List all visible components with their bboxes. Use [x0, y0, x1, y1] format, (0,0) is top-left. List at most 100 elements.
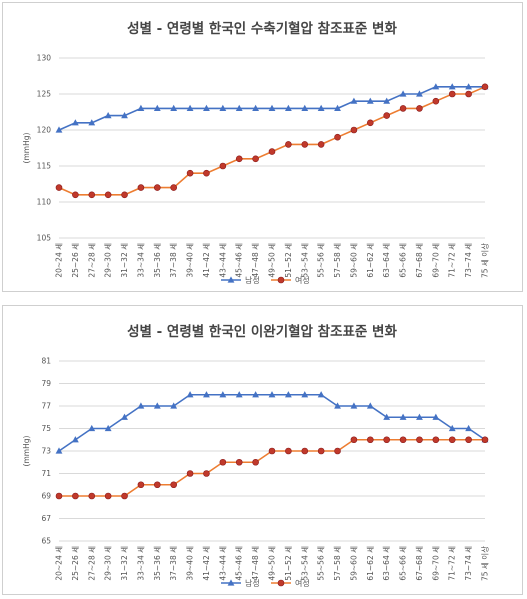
chart-title: 성별 - 연령별 한국인 수축기혈압 참조표준 변화	[127, 20, 397, 37]
data-point	[88, 492, 96, 500]
x-tick-label: 37~38 세	[169, 243, 178, 278]
x-tick-label: 61~62 세	[366, 546, 375, 581]
data-point	[350, 97, 358, 104]
data-point	[252, 458, 259, 466]
data-point	[448, 83, 456, 90]
y-tick-label: 65	[41, 537, 51, 546]
y-tick-label: 130	[37, 54, 52, 63]
data-point	[252, 155, 259, 163]
data-point	[432, 83, 440, 90]
data-point	[350, 126, 358, 134]
data-point	[219, 104, 227, 111]
series-0	[55, 391, 489, 454]
data-point	[154, 184, 161, 191]
data-point	[219, 458, 227, 466]
data-point	[448, 436, 456, 444]
data-point	[383, 436, 390, 444]
x-tick-label: 27~28 세	[87, 546, 96, 581]
data-point	[432, 436, 440, 444]
data-point	[284, 104, 292, 111]
data-point	[55, 184, 63, 191]
x-tick-label: 27~28 세	[87, 243, 96, 278]
y-tick-label: 73	[41, 447, 51, 456]
systolic-chart: 성별 - 연령별 한국인 수축기혈압 참조표준 변화 105 110 115 120 12…	[22, 20, 490, 285]
legend: 남성 여성	[221, 578, 310, 588]
x-tick-label: 20~24 세	[55, 546, 64, 581]
y-tick-label: 105	[37, 234, 52, 243]
y-tick-label: 75	[41, 424, 51, 433]
data-point	[350, 402, 358, 409]
data-point	[235, 104, 243, 111]
x-tick-label: 41~42 세	[202, 546, 211, 581]
data-point	[137, 104, 145, 111]
x-tick-label: 47~48 세	[251, 243, 260, 278]
data-point	[268, 391, 276, 398]
x-tick-label: 35~36 세	[153, 243, 162, 278]
data-point	[448, 90, 456, 98]
data-point	[334, 104, 341, 111]
y-tick-label: 67	[41, 514, 51, 523]
y-tick-label: 77	[41, 402, 51, 411]
legend-label: 남성	[245, 276, 260, 285]
data-point	[399, 436, 407, 444]
x-tick-label: 31~32 세	[120, 243, 129, 278]
data-point	[366, 402, 374, 409]
x-tick-label: 71~72 세	[448, 546, 457, 581]
data-point	[481, 436, 489, 444]
data-point	[301, 447, 309, 455]
x-tick-label: 25~26 세	[71, 243, 80, 278]
systolic-chart-panel: 성별 - 연령별 한국인 수축기혈압 참조표준 변화 105 110 115 120 12…	[2, 2, 523, 292]
x-tick-label: 43~44 세	[218, 546, 227, 581]
legend-marker	[227, 276, 235, 283]
data-point	[203, 470, 210, 477]
x-tick-label: 49~50 세	[268, 546, 277, 581]
data-point	[137, 402, 145, 409]
x-tick-label: 59~60 세	[349, 243, 358, 278]
y-tick-label: 120	[37, 126, 52, 135]
data-point	[317, 104, 325, 111]
data-point	[235, 391, 243, 398]
x-tick-label: 61~62 세	[366, 243, 375, 278]
x-tick-label: 20~24 세	[55, 243, 64, 278]
data-point	[170, 402, 178, 409]
data-point	[399, 413, 407, 420]
x-tick-label: 47~48 세	[251, 546, 260, 581]
x-tick-label: 63~64 세	[382, 243, 391, 278]
data-point	[104, 112, 112, 119]
x-tick-label: 71~72 세	[448, 243, 457, 278]
data-point	[186, 104, 194, 111]
data-point	[121, 191, 128, 199]
y-tick-label: 69	[41, 492, 51, 501]
data-point	[88, 191, 96, 199]
legend-marker	[277, 276, 285, 284]
y-axis-label: (mmHg)	[22, 132, 31, 163]
data-point	[137, 184, 145, 191]
data-point	[366, 97, 374, 104]
data-point	[301, 141, 309, 148]
data-point	[334, 402, 341, 409]
y-tick-label: 71	[41, 469, 51, 478]
x-tick-label: 41~42 세	[202, 243, 211, 278]
data-point	[104, 191, 112, 199]
y-axis-label: (mmHg)	[22, 435, 31, 466]
data-point	[383, 112, 390, 119]
data-point	[399, 105, 407, 112]
data-point	[465, 83, 473, 90]
legend: 남성 여성	[221, 275, 310, 285]
data-point	[55, 447, 63, 454]
x-tick-label: 51~52 세	[284, 243, 293, 278]
x-tick-label: 57~58 세	[333, 243, 342, 278]
data-point	[71, 119, 79, 126]
x-tick-label: 75 세 이상	[480, 546, 490, 581]
data-point	[399, 90, 407, 97]
data-point	[170, 184, 177, 191]
x-tick-label: 55~56 세	[317, 546, 326, 581]
data-point	[55, 126, 63, 133]
data-point	[481, 83, 489, 91]
x-tick-label: 75 세 이상	[480, 243, 490, 278]
data-point	[219, 162, 227, 170]
data-point	[432, 413, 440, 420]
x-tick-label: 29~30 세	[104, 243, 113, 278]
x-tick-label: 35~36 세	[153, 546, 162, 581]
data-point	[334, 447, 341, 455]
